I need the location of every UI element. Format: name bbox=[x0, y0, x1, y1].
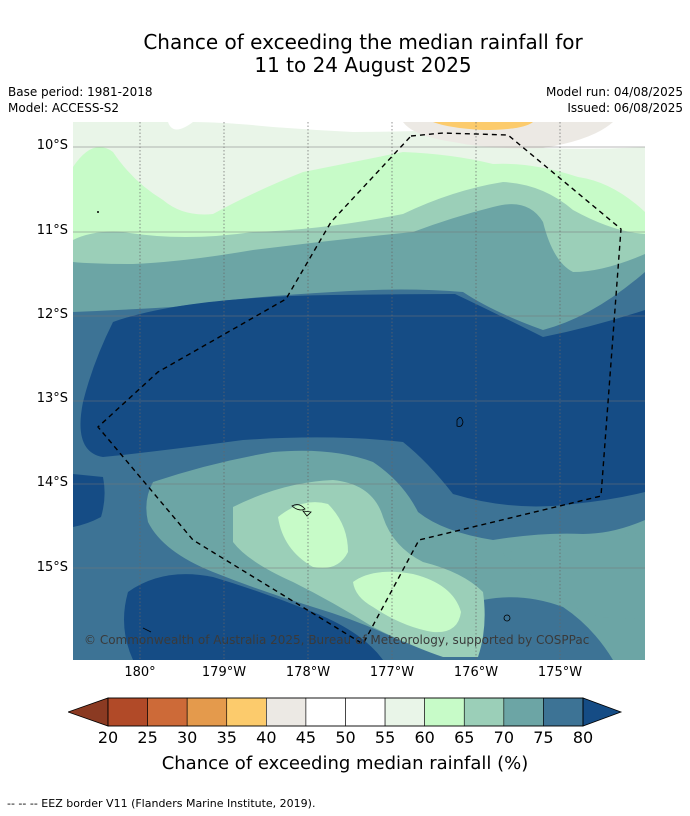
colorbar: 20 25 30 35 40 45 50 55 60 65 70 75 80 bbox=[66, 697, 624, 751]
colorbar-tick-55: 55 bbox=[375, 728, 395, 747]
colorbar-tick-75: 75 bbox=[533, 728, 553, 747]
colorbar-lt20-arrow bbox=[66, 697, 109, 727]
map-title: Chance of exceeding the median rainfall … bbox=[0, 31, 690, 77]
island-south-a bbox=[291, 504, 306, 511]
lon-label-180: 180° bbox=[124, 665, 156, 680]
island-east bbox=[456, 417, 464, 427]
zone-gt80-south bbox=[124, 574, 383, 660]
colorbar-cell-30-35 bbox=[186, 697, 228, 727]
colorbar-tick-50: 50 bbox=[335, 728, 355, 747]
colorbar-cell-55-60 bbox=[384, 697, 425, 727]
colorbar-tick-65: 65 bbox=[454, 728, 474, 747]
colorbar-tick-25: 25 bbox=[137, 728, 157, 747]
colorbar-tick-70: 70 bbox=[494, 728, 514, 747]
colorbar-cell-60-65 bbox=[424, 697, 465, 727]
lon-label-179w: 179°W bbox=[201, 665, 247, 680]
graticule bbox=[139, 122, 561, 660]
issued-date: Issued: 06/08/2025 bbox=[567, 101, 683, 115]
title-line-2: 11 to 24 August 2025 bbox=[254, 53, 472, 77]
colorbar-tick-60: 60 bbox=[414, 728, 434, 747]
colorbar-cells bbox=[107, 697, 584, 727]
colorbar-label: Chance of exceeding median rainfall (%) bbox=[161, 753, 529, 774]
colorbar-cell-50-55 bbox=[345, 697, 386, 727]
colorbar-frame bbox=[107, 697, 584, 727]
zone-gt80-west bbox=[73, 474, 105, 527]
colorbar-tick-30: 30 bbox=[177, 728, 197, 747]
lat-label-12s: 12°S bbox=[36, 307, 68, 322]
zone-70-75-southeast bbox=[503, 533, 645, 619]
lat-label-11s: 11°S bbox=[36, 223, 68, 238]
colorbar-tick-20: 20 bbox=[98, 728, 118, 747]
graticule-lat bbox=[73, 146, 645, 569]
lon-label-178w: 178°W bbox=[285, 665, 331, 680]
meta-right: Model run: 04/08/2025 Issued: 06/08/2025 bbox=[546, 84, 683, 116]
colorbar-ticks: 20 25 30 35 40 45 50 55 60 65 70 75 80 bbox=[98, 728, 593, 747]
title-line-1: Chance of exceeding the median rainfall … bbox=[143, 30, 583, 54]
model-run: Model run: 04/08/2025 bbox=[545, 85, 683, 99]
island-south-b bbox=[302, 510, 312, 517]
lon-label-177w: 177°W bbox=[369, 665, 415, 680]
lon-label-176w: 176°W bbox=[453, 665, 499, 680]
lat-label-14s: 14°S bbox=[36, 475, 68, 490]
base-period: Base period: 1981-2018 bbox=[8, 85, 153, 99]
colorbar-cell-45-50 bbox=[305, 697, 346, 727]
colorbar-cell-40-45 bbox=[266, 697, 307, 727]
zone-60-65-south-a bbox=[278, 502, 348, 568]
lat-label-13s: 13°S bbox=[36, 391, 68, 406]
island-southeast bbox=[503, 614, 511, 622]
lon-label-175w: 175°W bbox=[537, 665, 583, 680]
eez-legend: -- -- -- EEZ border V11 (Flanders Marine… bbox=[7, 797, 316, 810]
island-northwest bbox=[97, 211, 99, 213]
island-southwest bbox=[142, 627, 152, 633]
colorbar-cell-65-70 bbox=[463, 697, 505, 727]
zone-35-40-north bbox=[433, 122, 533, 130]
colorbar-svg: 20 25 30 35 40 45 50 55 60 65 70 75 80 bbox=[66, 697, 623, 747]
colorbar-tick-35: 35 bbox=[217, 728, 237, 747]
colorbar-tick-40: 40 bbox=[256, 728, 276, 747]
lat-label-10s: 10°S bbox=[36, 138, 68, 153]
zone-gt80-central bbox=[80, 294, 645, 507]
zone-40-45-north bbox=[403, 122, 613, 149]
copyright-notice: © Commonwealth of Australia 2025, Bureau… bbox=[84, 633, 590, 647]
rainfall-map bbox=[73, 122, 645, 660]
colorbar-tick-45: 45 bbox=[296, 728, 316, 747]
colorbar-gt80-arrow bbox=[582, 697, 623, 727]
meta-left: Base period: 1981-2018 Model: ACCESS-S2 bbox=[8, 84, 153, 116]
colorbar-cell-20-25 bbox=[107, 697, 148, 727]
colorbar-cell-35-40 bbox=[226, 697, 267, 727]
model-name: Model: ACCESS-S2 bbox=[8, 101, 120, 115]
rainfall-map-svg bbox=[73, 122, 645, 660]
colorbar-cell-70-75 bbox=[503, 697, 544, 727]
lat-label-15s: 15°S bbox=[36, 560, 68, 575]
colorbar-tick-80: 80 bbox=[573, 728, 593, 747]
colorbar-cell-75-80 bbox=[543, 697, 584, 727]
zone-60-65-south-b bbox=[353, 571, 461, 633]
colorbar-cell-25-30 bbox=[147, 697, 188, 727]
